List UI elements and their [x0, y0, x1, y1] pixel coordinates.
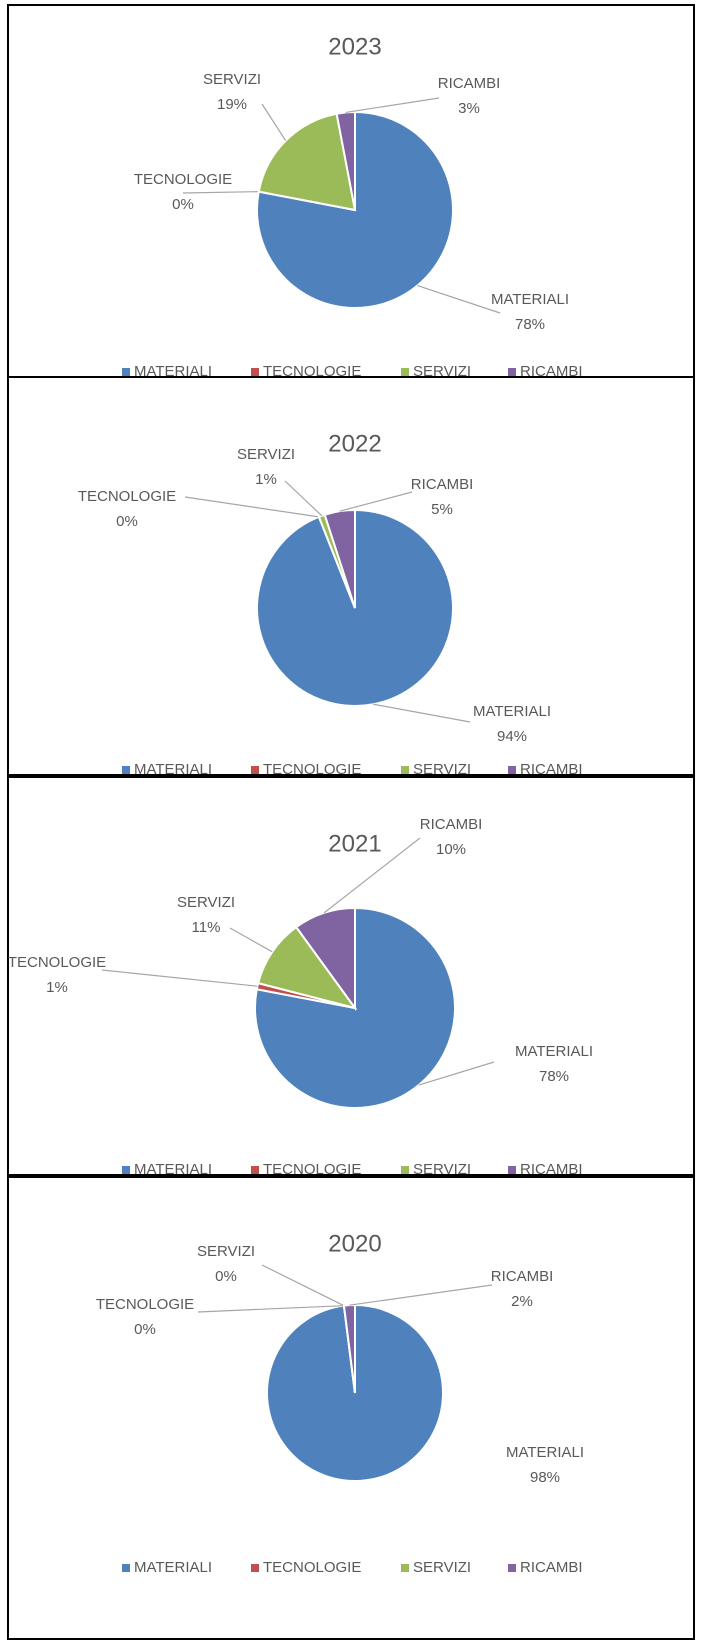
pie-slice: [294, 906, 356, 1012]
data-label-name: RICAMBI: [420, 816, 483, 833]
data-label-value: 0%: [134, 1321, 156, 1338]
legend-swatch: [251, 1166, 259, 1174]
leader-line: [184, 496, 320, 518]
legend-swatch: [401, 1166, 409, 1174]
data-label-name: SERVIZI: [203, 71, 261, 88]
data-label-name: SERVIZI: [197, 1243, 255, 1260]
legend-label: MATERIALI: [134, 761, 212, 778]
data-label-value: 0%: [215, 1268, 237, 1285]
legend-swatch: [251, 368, 259, 376]
legend-label: SERVIZI: [413, 761, 471, 778]
legend-label: SERVIZI: [413, 363, 471, 380]
data-label-name: RICAMBI: [438, 75, 501, 92]
legend-swatch: [122, 368, 130, 376]
data-label-name: RICAMBI: [411, 476, 474, 493]
legend-label: RICAMBI: [520, 1161, 583, 1178]
leader-line: [418, 1061, 495, 1086]
legend-label: RICAMBI: [520, 761, 583, 778]
panel-border: [7, 1176, 695, 1640]
chart-title: 2020: [328, 1230, 381, 1257]
leader-line: [417, 284, 501, 314]
legend-label: TECNOLOGIE: [263, 761, 361, 778]
data-label-name: SERVIZI: [177, 894, 235, 911]
legend-label: TECNOLOGIE: [263, 1559, 361, 1576]
data-label-name: RICAMBI: [491, 1268, 554, 1285]
data-label-value: 10%: [436, 841, 466, 858]
data-label-name: MATERIALI: [515, 1043, 593, 1060]
data-label-value: 78%: [539, 1068, 569, 1085]
data-label-name: SERVIZI: [237, 446, 295, 463]
leader-line: [345, 97, 440, 114]
leader-line: [261, 1264, 345, 1307]
legend-label: SERVIZI: [413, 1559, 471, 1576]
leader-line: [323, 837, 421, 914]
legend-swatch: [508, 766, 516, 774]
legend-label: TECNOLOGIE: [263, 1161, 361, 1178]
legend-label: MATERIALI: [134, 363, 212, 380]
chart-title: 2023: [328, 33, 381, 60]
chart-title: 2022: [328, 430, 381, 457]
legend-swatch: [401, 1564, 409, 1572]
data-label-value: 3%: [458, 100, 480, 117]
legend-swatch: [508, 368, 516, 376]
data-label-value: 94%: [497, 728, 527, 745]
legend-swatch: [122, 1564, 130, 1572]
pie-slice: [257, 112, 357, 212]
data-label-value: 1%: [46, 979, 68, 996]
data-label-name: TECNOLOGIE: [78, 488, 176, 505]
leader-line: [101, 969, 258, 987]
data-label-value: 11%: [192, 919, 221, 936]
legend-label: RICAMBI: [520, 1559, 583, 1576]
legend-swatch: [251, 1564, 259, 1572]
data-label-name: MATERIALI: [506, 1444, 584, 1461]
data-label-name: TECNOLOGIE: [134, 171, 232, 188]
leader-line: [373, 703, 471, 723]
pie-slice: [323, 508, 356, 609]
chart-title: 2021: [328, 830, 381, 857]
leader-line: [229, 927, 273, 953]
data-label-value: 2%: [511, 1293, 533, 1310]
leader-line: [339, 491, 413, 512]
leader-line: [349, 1284, 493, 1306]
legend-label: MATERIALI: [134, 1559, 212, 1576]
legend-swatch: [508, 1166, 516, 1174]
data-label-value: 0%: [172, 196, 194, 213]
legend-label: MATERIALI: [134, 1161, 212, 1178]
leader-line: [284, 480, 323, 517]
legend-swatch: [401, 368, 409, 376]
data-label-value: 19%: [217, 96, 247, 113]
pie-slice: [256, 925, 358, 1010]
legend-swatch: [122, 1166, 130, 1174]
data-label-name: MATERIALI: [491, 291, 569, 308]
data-label-value: 0%: [116, 513, 138, 530]
leader-line: [182, 191, 259, 194]
legend-swatch: [251, 766, 259, 774]
panel-border: [7, 776, 695, 1176]
legend-label: RICAMBI: [520, 363, 583, 380]
data-label-name: TECNOLOGIE: [96, 1296, 194, 1313]
legend-label: SERVIZI: [413, 1161, 471, 1178]
leader-line: [261, 103, 287, 142]
legend-swatch: [508, 1564, 516, 1572]
data-label-value: 78%: [515, 316, 545, 333]
legend-swatch: [122, 766, 130, 774]
legend-swatch: [401, 766, 409, 774]
data-label-name: TECNOLOGIE: [8, 954, 106, 971]
panel-border: [7, 376, 695, 776]
data-label-value: 5%: [431, 501, 453, 518]
data-label-value: 1%: [255, 471, 277, 488]
leader-line: [197, 1305, 344, 1313]
data-label-value: 98%: [530, 1469, 560, 1486]
legend-label: TECNOLOGIE: [263, 363, 361, 380]
data-label-name: MATERIALI: [473, 703, 551, 720]
